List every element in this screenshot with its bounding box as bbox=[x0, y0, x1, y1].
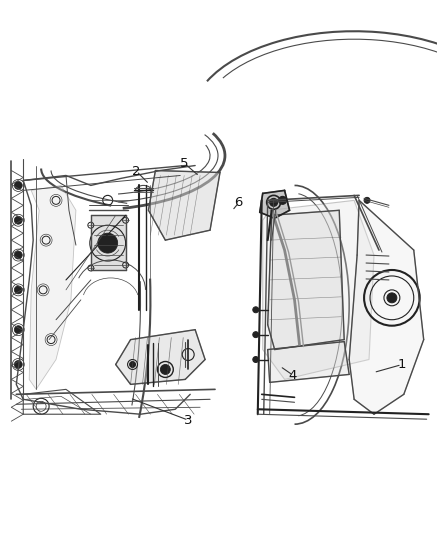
Polygon shape bbox=[268, 211, 344, 350]
Circle shape bbox=[270, 198, 278, 206]
Circle shape bbox=[364, 197, 370, 203]
Circle shape bbox=[14, 286, 22, 294]
Circle shape bbox=[14, 216, 22, 224]
Circle shape bbox=[160, 365, 170, 375]
Polygon shape bbox=[29, 185, 76, 389]
Polygon shape bbox=[263, 200, 374, 379]
Circle shape bbox=[14, 181, 22, 189]
Circle shape bbox=[253, 332, 259, 337]
Polygon shape bbox=[260, 190, 290, 218]
Text: 5: 5 bbox=[180, 157, 188, 169]
Text: 1: 1 bbox=[398, 358, 406, 371]
Circle shape bbox=[279, 196, 286, 204]
Text: 2: 2 bbox=[132, 165, 141, 177]
Polygon shape bbox=[268, 342, 349, 382]
Circle shape bbox=[14, 326, 22, 334]
Text: 6: 6 bbox=[234, 196, 243, 209]
Circle shape bbox=[253, 357, 259, 362]
Polygon shape bbox=[116, 330, 205, 384]
Circle shape bbox=[253, 307, 259, 313]
Circle shape bbox=[14, 360, 22, 368]
Circle shape bbox=[387, 293, 397, 303]
Polygon shape bbox=[349, 200, 424, 414]
Circle shape bbox=[130, 361, 135, 367]
Text: 3: 3 bbox=[184, 414, 193, 427]
Circle shape bbox=[14, 251, 22, 259]
Polygon shape bbox=[91, 215, 126, 270]
Circle shape bbox=[98, 233, 118, 253]
Text: 4: 4 bbox=[289, 369, 297, 382]
Polygon shape bbox=[148, 171, 220, 240]
